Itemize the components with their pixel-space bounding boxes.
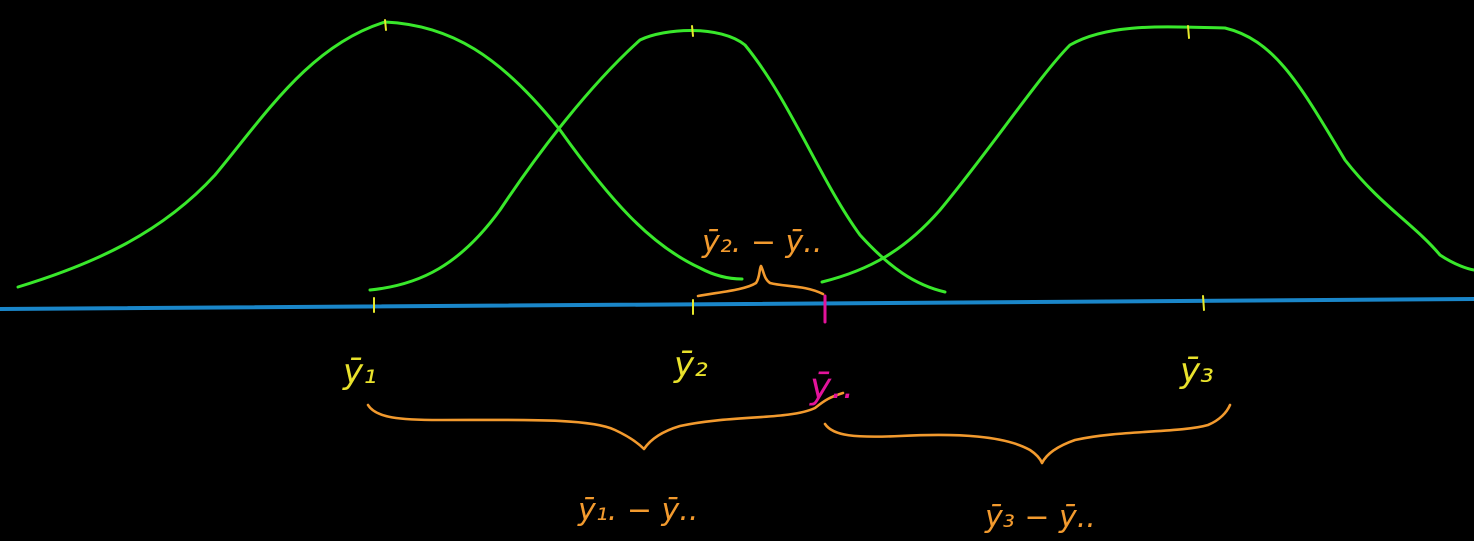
brace-d1 (366, 391, 845, 451)
label-grand-mean: ȳ.. (809, 366, 854, 407)
label-y1: ȳ₁ (342, 352, 377, 392)
label-d2: ȳ₂. − ȳ.. (701, 225, 822, 260)
label-y3: ȳ₃ (1179, 351, 1214, 391)
curve-group-1 (16, 20, 744, 289)
label-d3: ȳ₃ − ȳ.. (984, 500, 1096, 535)
brace-d3 (823, 403, 1232, 465)
label-d1: ȳ₁. − ȳ.. (577, 493, 698, 528)
brace-d2 (696, 264, 825, 298)
axis-line (0, 297, 1474, 311)
curve-group-2 (368, 29, 947, 294)
tick-y3 (1202, 295, 1205, 311)
curve-group-3 (820, 25, 1474, 284)
label-y2: ȳ₂ (673, 345, 708, 385)
peak-tick-3 (1187, 25, 1190, 39)
peak-tick-2 (691, 25, 694, 37)
peak-tick-1 (384, 19, 387, 31)
